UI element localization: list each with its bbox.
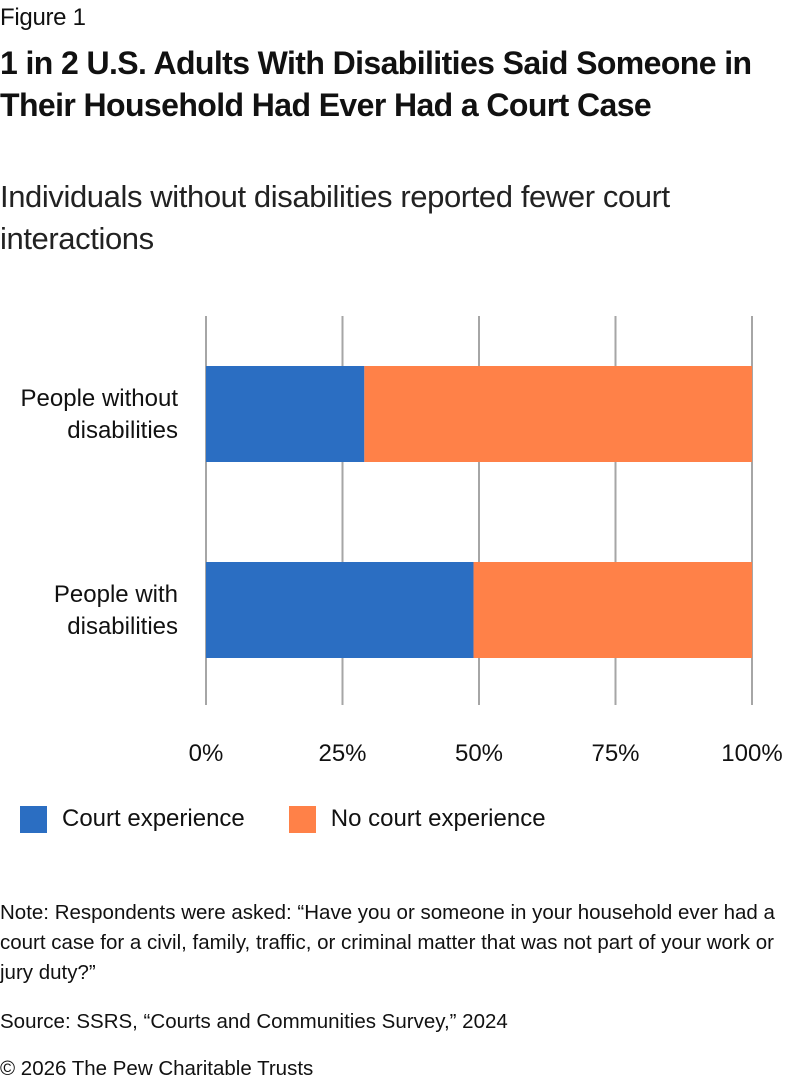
bar-segment-no-court-experience — [364, 366, 752, 462]
legend: Court experience No court experience — [20, 805, 590, 833]
x-tick-label: 0% — [189, 740, 224, 767]
legend-label: No court experience — [330, 805, 546, 832]
category-labels: People without disabilities People with dis… — [21, 385, 179, 640]
x-tick-label: 50% — [455, 740, 503, 767]
copyright: © 2026 The Pew Charitable Trusts — [0, 1057, 314, 1080]
category-label: People without disabilities — [21, 385, 179, 444]
legend-item-no-court-experience: No court experience — [288, 805, 546, 833]
bar-segment-court-experience — [206, 366, 365, 462]
bars — [206, 366, 752, 658]
x-axis-tick-labels: 0% 25% 50% 75% 100% — [189, 740, 783, 767]
legend-item-court-experience: Court experience — [20, 805, 245, 833]
bar-segment-court-experience — [206, 562, 474, 658]
note: Note: Respondents were asked: “Have you … — [0, 901, 775, 984]
chart-subtitle: Individuals without disabilities reporte… — [0, 179, 670, 256]
bar-segment-no-court-experience — [473, 562, 752, 658]
x-tick-label: 25% — [318, 740, 366, 767]
legend-swatch-court-experience — [20, 805, 47, 833]
figure-label: Figure 1 — [0, 4, 86, 31]
x-tick-label: 75% — [591, 740, 639, 767]
legend-swatch-no-court-experience — [288, 805, 316, 833]
chart: People without disabilities People with dis… — [21, 316, 783, 767]
category-label: People with disabilities — [54, 581, 178, 640]
chart-title: 1 in 2 U.S. Adults With Disabilities Sai… — [0, 45, 752, 123]
legend-label: Court experience — [62, 805, 245, 832]
source: Source: SSRS, “Courts and Communities Su… — [0, 1010, 508, 1033]
x-tick-label: 100% — [721, 740, 782, 767]
